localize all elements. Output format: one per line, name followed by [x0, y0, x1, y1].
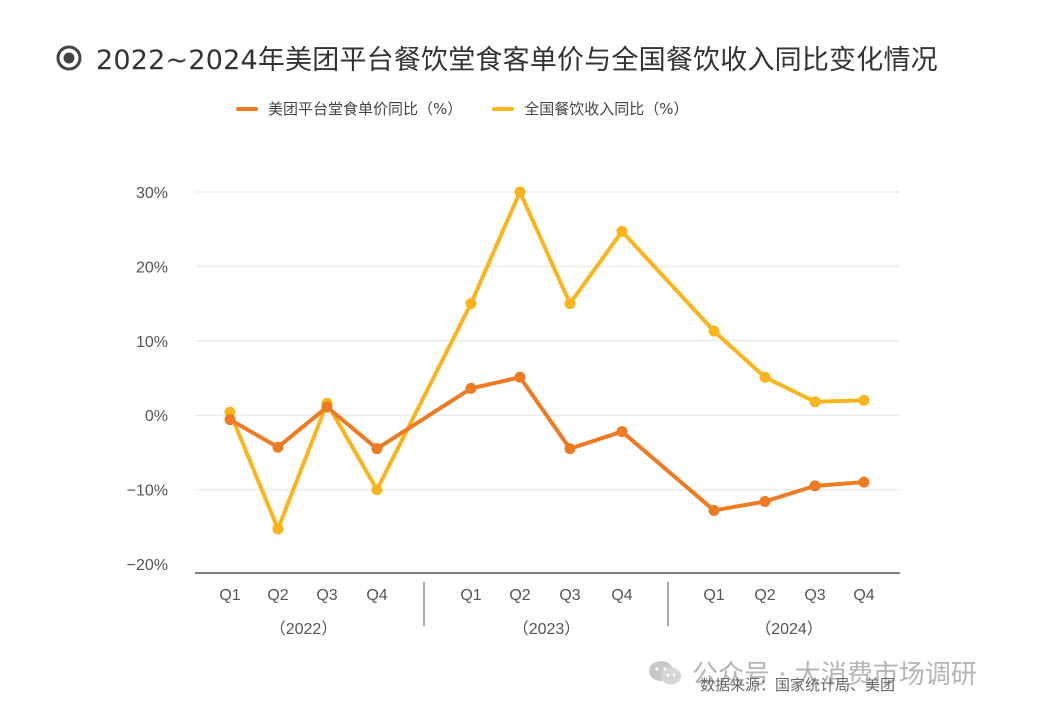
chart-title: 2022~2024年美团平台餐饮堂食客单价与全国餐饮收入同比变化情况 — [96, 45, 938, 76]
legend-item-series2: 全国餐饮收入同比（%） — [492, 98, 689, 119]
x-tick-label: Q1 — [703, 587, 724, 604]
legend-label-series2: 全国餐饮收入同比（%） — [524, 100, 689, 118]
x-tick-label: Q4 — [366, 587, 387, 604]
data-source: 数据来源：国家统计局、美团 — [700, 676, 896, 694]
data-point-series-1 — [616, 426, 628, 438]
x-tick-label: Q3 — [804, 587, 825, 604]
data-point-series-1 — [224, 414, 236, 426]
x-tick-label: Q3 — [559, 587, 580, 604]
group-label: （2022） — [270, 620, 338, 638]
target-icon — [56, 45, 82, 70]
data-point-series-1 — [708, 504, 720, 516]
data-point-series-2 — [858, 394, 870, 406]
data-point-series-1 — [321, 401, 333, 413]
data-point-series-2 — [514, 186, 526, 198]
series-line-1 — [228, 375, 866, 513]
data-point-series-2 — [708, 325, 720, 337]
wechat-watermark: 公众号 · 大消费市场调研 — [648, 654, 977, 691]
y-tick-label: −20% — [127, 557, 168, 574]
data-point-series-2 — [616, 225, 628, 237]
data-point-series-1 — [465, 382, 477, 394]
data-point-series-1 — [759, 496, 771, 508]
y-tick-label: 10% — [136, 334, 168, 351]
x-tick-label: Q4 — [853, 587, 874, 604]
data-point-series-2 — [564, 298, 576, 310]
y-tick-label: 0% — [145, 408, 168, 425]
x-tick-label: Q1 — [219, 587, 240, 604]
group-label: （2023） — [513, 620, 581, 638]
legend-swatch-series2 — [492, 106, 515, 111]
legend-swatch-series1 — [236, 106, 258, 111]
wechat-icon — [649, 660, 681, 684]
watermark-account: 公众号 · 大消费市场调研 — [692, 660, 977, 690]
x-tick-label: Q2 — [509, 587, 530, 604]
data-point-series-1 — [272, 441, 284, 453]
footer: 公众号 · 大消费市场调研 数据来源：国家统计局、美团 — [640, 648, 1040, 708]
chart-legend: 美团平台堂食单价同比（%） 全国餐饮收入同比（%） — [236, 98, 719, 119]
legend-label-series1: 美团平台堂食单价同比（%） — [268, 100, 463, 118]
data-point-series-1 — [809, 480, 821, 492]
y-tick-label: 20% — [136, 259, 168, 276]
data-point-series-1 — [371, 443, 383, 455]
x-tick-label: Q1 — [460, 587, 481, 604]
data-point-series-2 — [272, 523, 284, 535]
data-point-series-2 — [809, 396, 821, 408]
data-point-series-2 — [371, 484, 383, 496]
y-tick-label: −10% — [127, 483, 168, 500]
data-point-series-1 — [858, 476, 870, 488]
x-tick-label: Q2 — [267, 587, 288, 604]
y-tick-label: 30% — [136, 185, 168, 202]
chart-header: 2022~2024年美团平台餐饮堂食客单价与全国餐饮收入同比变化情况 — [56, 38, 938, 77]
data-point-series-1 — [514, 371, 526, 383]
data-point-series-2 — [465, 298, 477, 310]
x-tick-label: Q2 — [754, 587, 775, 604]
x-tick-label: Q3 — [316, 587, 337, 604]
legend-item-series1: 美团平台堂食单价同比（%） — [236, 98, 462, 119]
series-line-2 — [228, 190, 866, 532]
data-point-series-2 — [759, 371, 771, 383]
data-point-series-1 — [564, 443, 576, 455]
group-label: （2024） — [755, 620, 823, 638]
x-tick-label: Q4 — [611, 587, 632, 604]
